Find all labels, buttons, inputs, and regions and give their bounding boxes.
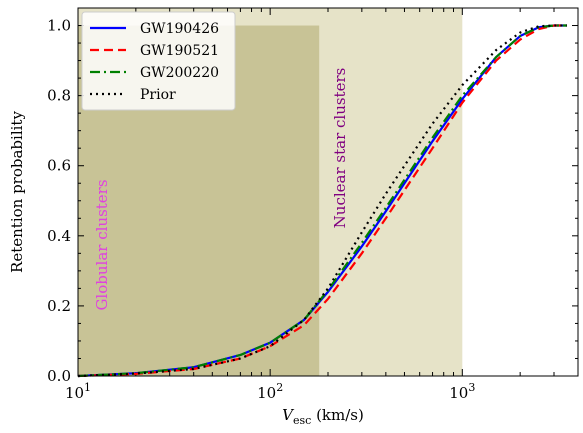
series-line-gw200220 — [77, 24, 567, 378]
legend-label-gw190521: GW190521 — [140, 43, 219, 59]
nuclear-star-clusters-label: Nuclear star clusters — [331, 68, 349, 229]
series-line-prior — [77, 24, 567, 378]
y-tick-label: 0.4 — [47, 227, 71, 245]
axis-ticks: 0.0 0.2 0.4 0.6 0.8 1.0 101 102 103 — [47, 8, 578, 402]
x-axis-label-main: V — [282, 406, 295, 424]
legend-label-gw200220: GW200220 — [140, 65, 219, 81]
y-axis-label: Retention probability — [8, 111, 26, 273]
y-tick-label: 1.0 — [47, 17, 71, 35]
series-line-gw190521 — [77, 24, 567, 378]
y-tick-label: 0.6 — [47, 157, 71, 175]
plot-frame — [77, 7, 579, 377]
series-lines — [77, 24, 567, 378]
x-axis-label-sub: esc — [293, 414, 311, 427]
legend-label-prior: Prior — [140, 87, 176, 103]
y-tick-label: 0.8 — [47, 87, 71, 105]
legend-label-gw190426: GW190426 — [140, 21, 219, 37]
y-tick-label: 0.2 — [47, 297, 71, 315]
legend-box — [81, 11, 236, 111]
x-axis-label-unit: (km/s) — [311, 406, 364, 424]
x-tick-label: 103 — [449, 381, 475, 402]
y-tick-label: 0.0 — [47, 367, 71, 385]
legend: GW190426 GW190521 GW200220 Prior — [81, 11, 236, 111]
x-tick-label: 102 — [257, 381, 283, 402]
globular-clusters-label: Globular clusters — [93, 179, 111, 310]
x-axis-label: Vesc (km/s) — [282, 406, 364, 427]
x-tick-label: 101 — [65, 381, 91, 402]
